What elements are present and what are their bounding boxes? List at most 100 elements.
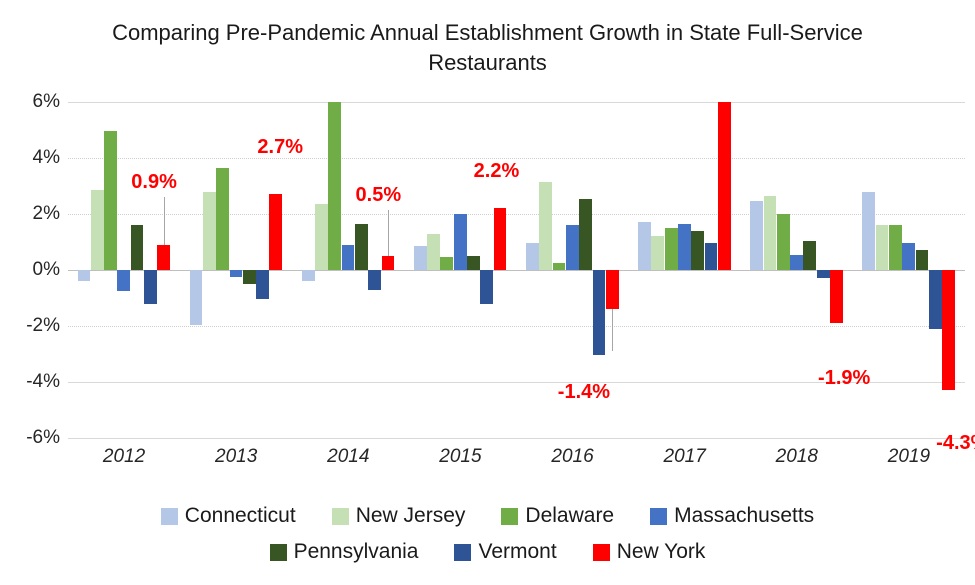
chart-title: Comparing Pre-Pandemic Annual Establishm… bbox=[112, 20, 863, 75]
x-axis-tick-label-2014: 2014 bbox=[327, 446, 370, 467]
legend-swatch-icon bbox=[331, 507, 349, 525]
legend-label: Connecticut bbox=[184, 504, 296, 527]
data-label-new-york-2018: -1.9% bbox=[818, 367, 871, 390]
x-axis-tick-label-2017: 2017 bbox=[663, 446, 706, 467]
bar-massachusetts-2018 bbox=[790, 254, 803, 270]
data-label-new-york-2013: 2.7% bbox=[257, 136, 304, 159]
gridline bbox=[68, 158, 965, 160]
bar-delaware-2012 bbox=[104, 131, 117, 270]
chart-legend: Connecticut New Jersey Delaware Massachuset… bbox=[0, 496, 975, 576]
gridline bbox=[68, 326, 965, 328]
bar-new-york-2017 bbox=[717, 102, 731, 270]
data-label-new-york-2019: -4.3% bbox=[936, 432, 975, 455]
bar-new-york-2019 bbox=[942, 270, 955, 391]
bar-delaware-2015 bbox=[440, 257, 454, 270]
x-axis-tick-label-2012: 2012 bbox=[102, 446, 146, 467]
bar-delaware-2017 bbox=[664, 228, 678, 270]
bar-pennsylvania-2016 bbox=[579, 198, 592, 270]
bar-massachusetts-2019 bbox=[902, 243, 916, 270]
bar-connecticut-2013 bbox=[189, 270, 203, 325]
bar-new-jersey-2016 bbox=[539, 181, 553, 270]
gridline bbox=[68, 214, 965, 216]
data-label-new-york-2014: 0.5% bbox=[355, 184, 402, 206]
x-axis: 2012 2013 2014 2015 2016 2017 2018 2019 bbox=[68, 446, 965, 480]
legend-label: Delaware bbox=[525, 504, 615, 527]
bar-new-jersey-2014 bbox=[315, 204, 328, 270]
bar-massachusetts-2014 bbox=[341, 244, 355, 270]
plot-area: 0.9% 2.7% 0.5% 2.2% -1.4% -1.9% -4.3% bbox=[68, 102, 975, 454]
bar-new-jersey-2013 bbox=[202, 191, 216, 270]
bar-connecticut-2014 bbox=[301, 270, 315, 282]
bar-delaware-2019 bbox=[888, 225, 902, 270]
bar-connecticut-2018 bbox=[750, 201, 764, 270]
bar-new-york-2018 bbox=[830, 270, 843, 324]
bar-new-york-2015 bbox=[493, 208, 507, 270]
bar-connecticut-2012 bbox=[77, 270, 91, 282]
legend-item-vermont[interactable]: Vermont bbox=[454, 540, 557, 564]
bar-delaware-2013 bbox=[216, 167, 230, 270]
legend-swatch-icon bbox=[454, 543, 472, 561]
bar-new-jersey-2019 bbox=[875, 225, 889, 270]
bar-pennsylvania-2017 bbox=[691, 230, 705, 270]
y-axis-tick-label: 2% bbox=[32, 203, 60, 224]
bar-connecticut-2019 bbox=[862, 191, 876, 270]
bar-vermont-2019 bbox=[928, 270, 942, 329]
y-axis: 6% 4% 2% 0% -2% -4% -6% bbox=[0, 91, 60, 448]
legend-label: New Jersey bbox=[355, 504, 466, 527]
bar-new-jersey-2015 bbox=[427, 233, 440, 270]
legend-item-connecticut[interactable]: Connecticut bbox=[160, 504, 296, 528]
legend-row-2: Pennsylvania Vermont New York bbox=[0, 540, 975, 564]
bar-new-york-2014 bbox=[381, 256, 395, 270]
bar-vermont-2012 bbox=[144, 270, 157, 304]
data-label-leader-line bbox=[163, 196, 165, 245]
legend-item-delaware[interactable]: Delaware bbox=[501, 504, 614, 528]
bar-delaware-2014 bbox=[328, 102, 342, 270]
bar-new-york-2016 bbox=[605, 270, 619, 310]
legend-label: New York bbox=[616, 540, 706, 563]
legend-label: Massachusetts bbox=[674, 504, 815, 527]
y-axis-tick-label: 0% bbox=[32, 259, 60, 280]
x-axis-tick-label-2013: 2013 bbox=[215, 446, 258, 467]
y-axis-tick-label: -2% bbox=[26, 315, 60, 336]
gridline bbox=[68, 382, 965, 383]
zero-axis-line bbox=[68, 270, 965, 271]
y-axis-tick-label: -6% bbox=[26, 427, 60, 448]
bar-new-york-2013 bbox=[269, 194, 283, 270]
bar-vermont-2016 bbox=[592, 270, 606, 356]
y-axis-tick-label: 4% bbox=[32, 147, 60, 168]
data-label-new-york-2012: 0.9% bbox=[131, 170, 177, 193]
legend-item-massachusetts[interactable]: Massachusetts bbox=[650, 504, 814, 528]
gridline bbox=[68, 102, 965, 103]
legend-item-pennsylvania[interactable]: Pennsylvania bbox=[269, 540, 419, 564]
legend-swatch-icon bbox=[650, 507, 668, 525]
legend-item-new-york[interactable]: New York bbox=[592, 540, 706, 564]
bar-vermont-2017 bbox=[704, 243, 718, 270]
bar-pennsylvania-2014 bbox=[354, 223, 368, 270]
gridline bbox=[68, 438, 965, 439]
bar-massachusetts-2016 bbox=[565, 225, 579, 270]
bar-pennsylvania-2019 bbox=[915, 250, 929, 270]
bar-new-york-2012 bbox=[157, 244, 171, 270]
legend-swatch-icon bbox=[160, 507, 178, 525]
bar-pennsylvania-2018 bbox=[803, 240, 817, 270]
data-label-new-york-2016: -1.4% bbox=[557, 381, 611, 404]
x-axis-tick-label-2015: 2015 bbox=[439, 446, 482, 467]
data-label-new-york-2015: 2.2% bbox=[473, 160, 520, 183]
bar-massachusetts-2012 bbox=[117, 270, 131, 291]
legend-swatch-icon bbox=[501, 507, 519, 525]
bar-vermont-2014 bbox=[368, 270, 382, 290]
bar-vermont-2015 bbox=[480, 270, 494, 304]
legend-label: Vermont bbox=[478, 540, 557, 563]
legend-row-1: Connecticut New Jersey Delaware Massachuset… bbox=[0, 504, 975, 528]
bar-pennsylvania-2012 bbox=[130, 225, 144, 270]
bar-massachusetts-2015 bbox=[453, 214, 467, 270]
data-label-leader-line bbox=[612, 309, 614, 352]
legend-item-new-jersey[interactable]: New Jersey bbox=[331, 504, 466, 528]
bar-connecticut-2016 bbox=[526, 243, 539, 270]
data-label-leader-line bbox=[388, 210, 390, 256]
legend-label: Pennsylvania bbox=[293, 540, 419, 563]
legend-swatch-icon bbox=[592, 543, 610, 561]
bar-new-jersey-2012 bbox=[90, 190, 104, 270]
bar-new-jersey-2018 bbox=[763, 195, 777, 270]
